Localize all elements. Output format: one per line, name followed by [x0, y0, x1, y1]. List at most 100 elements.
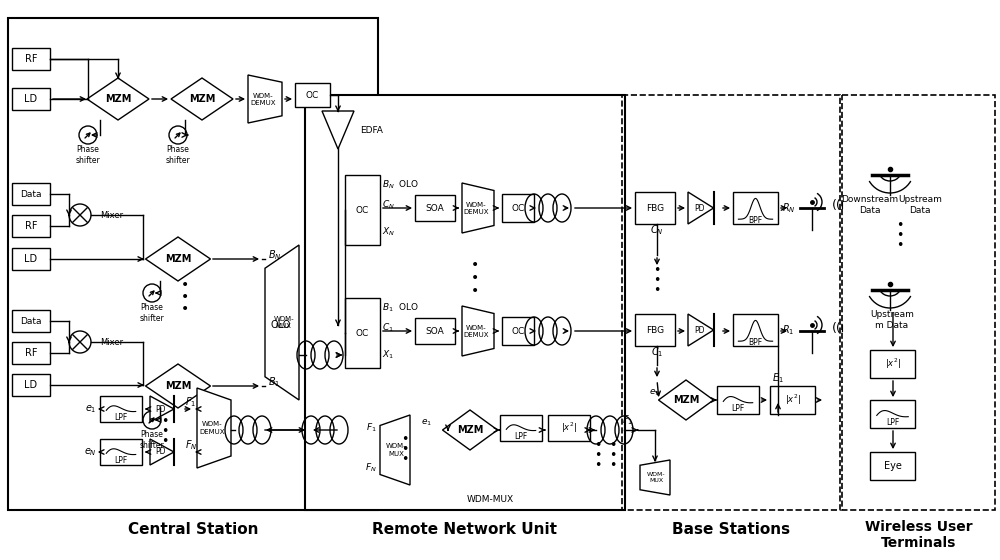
Bar — [12, 374, 50, 396]
Bar — [500, 415, 542, 441]
Text: WDM-
MUX: WDM- MUX — [386, 444, 407, 456]
Text: $B_1$  OLO: $B_1$ OLO — [382, 302, 419, 314]
Text: LPF: LPF — [114, 456, 128, 465]
Text: $C_1$: $C_1$ — [382, 322, 394, 334]
Text: Phase
shifter: Phase shifter — [166, 145, 190, 165]
Text: LD: LD — [24, 254, 38, 264]
Bar — [12, 48, 50, 70]
Text: $C_N$: $C_N$ — [382, 199, 395, 211]
Bar — [635, 314, 675, 346]
Text: $e_1$: $e_1$ — [649, 388, 660, 398]
Text: •: • — [653, 283, 661, 296]
Polygon shape — [462, 306, 494, 356]
Text: $B_1$: $B_1$ — [268, 375, 280, 389]
Text: WDM-
MUX: WDM- MUX — [273, 316, 294, 329]
Bar — [345, 298, 380, 368]
Text: Downstream
Data: Downstream Data — [841, 195, 899, 214]
Polygon shape — [322, 111, 354, 149]
Text: Mixer: Mixer — [100, 338, 123, 347]
Text: OC: OC — [306, 91, 319, 100]
Text: •: • — [181, 278, 189, 292]
Text: MZM: MZM — [165, 254, 191, 264]
Text: OC: OC — [356, 206, 369, 214]
Bar — [12, 342, 50, 364]
Text: LPF: LPF — [886, 418, 899, 427]
Text: $C_N$: $C_N$ — [650, 223, 664, 237]
Text: •: • — [609, 449, 617, 461]
Text: LPF: LPF — [114, 413, 128, 422]
Text: •: • — [896, 239, 904, 251]
Text: WDM-
MUX: WDM- MUX — [647, 472, 666, 483]
Text: Central Station: Central Station — [128, 522, 258, 538]
Bar — [305, 95, 625, 510]
Text: MZM: MZM — [673, 395, 699, 405]
Text: EDFA: EDFA — [360, 125, 383, 134]
Text: ((ı: ((ı — [832, 321, 845, 334]
Bar — [870, 400, 915, 428]
Text: $B_N$: $B_N$ — [268, 248, 282, 262]
Polygon shape — [171, 78, 233, 120]
Bar — [12, 88, 50, 110]
Text: $R_N$: $R_N$ — [782, 201, 796, 215]
Bar — [502, 317, 534, 345]
Polygon shape — [197, 388, 231, 468]
Polygon shape — [146, 237, 211, 281]
Bar — [345, 175, 380, 245]
Text: •: • — [471, 271, 479, 285]
Text: $C_1$: $C_1$ — [651, 345, 663, 359]
Bar — [415, 318, 455, 344]
Bar — [870, 452, 915, 480]
Bar — [733, 192, 778, 224]
Text: •: • — [896, 218, 904, 231]
Text: Remote Network Unit: Remote Network Unit — [372, 522, 558, 538]
Text: $R_1$: $R_1$ — [782, 323, 794, 337]
Text: SOA: SOA — [426, 203, 444, 212]
Circle shape — [69, 204, 91, 226]
Bar — [502, 194, 534, 222]
Circle shape — [169, 126, 187, 144]
Polygon shape — [380, 415, 410, 485]
Text: •: • — [609, 438, 617, 451]
Text: $e_1$: $e_1$ — [85, 403, 97, 415]
Text: Phase
shifter: Phase shifter — [140, 304, 164, 323]
Text: •: • — [401, 433, 409, 446]
Text: $F_1$: $F_1$ — [185, 395, 196, 409]
Bar — [415, 195, 455, 221]
Text: •: • — [471, 258, 479, 272]
Text: WDM-
DEMUX: WDM- DEMUX — [464, 324, 489, 338]
Text: BPF: BPF — [748, 338, 763, 347]
Text: •: • — [594, 459, 602, 472]
Text: $F_N$: $F_N$ — [185, 438, 197, 452]
Text: •: • — [594, 449, 602, 461]
Bar — [733, 314, 778, 346]
Text: $B_N$  OLO: $B_N$ OLO — [382, 179, 419, 192]
Bar — [770, 386, 815, 414]
Bar — [12, 310, 50, 332]
Text: LPF: LPF — [731, 404, 745, 413]
Text: MZM: MZM — [165, 381, 191, 391]
Text: Upstream
m Data: Upstream m Data — [870, 310, 914, 330]
Bar — [295, 83, 330, 107]
Text: $e_1$: $e_1$ — [421, 418, 432, 428]
Text: Phase
shifter: Phase shifter — [76, 145, 100, 165]
Text: $E_1$: $E_1$ — [772, 371, 784, 385]
Bar — [635, 192, 675, 224]
Polygon shape — [658, 380, 714, 420]
Polygon shape — [87, 78, 149, 120]
Text: OLO: OLO — [270, 320, 290, 330]
Text: RF: RF — [25, 221, 37, 231]
Text: •: • — [896, 228, 904, 241]
Text: PD: PD — [155, 447, 166, 456]
Text: RF: RF — [25, 348, 37, 358]
Text: OC: OC — [511, 326, 525, 335]
Text: OC: OC — [511, 203, 525, 212]
Text: PD: PD — [155, 404, 166, 413]
Bar — [8, 18, 378, 510]
Text: •: • — [609, 459, 617, 472]
Polygon shape — [688, 314, 714, 346]
Text: PD: PD — [694, 203, 704, 212]
Text: LPF: LPF — [514, 432, 528, 441]
Text: $|x^2|$: $|x^2|$ — [885, 357, 900, 371]
Text: $X_N$: $X_N$ — [382, 226, 395, 238]
Text: WDM-
DEMUX: WDM- DEMUX — [464, 202, 489, 214]
